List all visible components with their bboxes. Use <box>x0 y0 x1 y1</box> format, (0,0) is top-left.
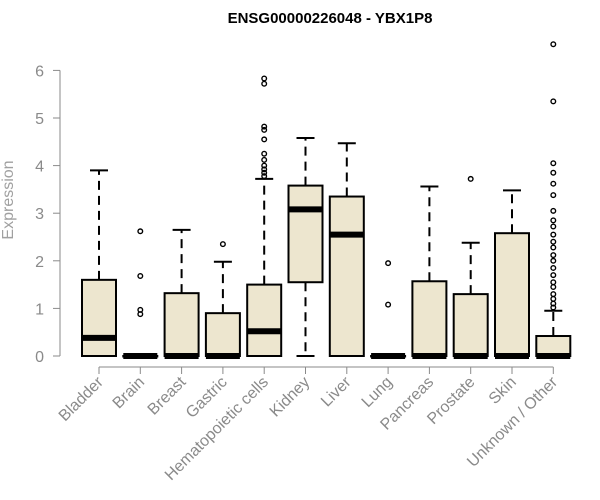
box-body <box>452 293 489 357</box>
outlier-point <box>261 173 268 180</box>
outlier-point <box>219 241 226 248</box>
outlier-point <box>261 123 268 130</box>
outlier-point <box>550 98 557 105</box>
box-skin <box>494 189 530 359</box>
outlier-point <box>261 75 268 82</box>
outlier-point <box>550 180 557 187</box>
outlier-point <box>550 231 557 238</box>
box-prostate <box>452 175 489 359</box>
box-body <box>81 278 117 357</box>
outlier-point <box>137 273 144 280</box>
box-unknown-other <box>535 41 572 359</box>
y-tick-label: 3 <box>35 206 44 223</box>
box-breast <box>163 228 200 359</box>
outlier-point <box>550 223 557 230</box>
x-tick-label: Bladder <box>56 373 107 424</box>
box-brain <box>122 228 159 359</box>
outlier-point <box>550 207 557 214</box>
box-gastric <box>204 241 241 359</box>
box-liver <box>328 142 365 357</box>
outlier-point <box>261 126 268 133</box>
x-tick-label: Liver <box>318 373 355 410</box>
y-axis: 0 1 2 3 4 5 6 <box>35 63 61 366</box>
outlier-point <box>550 41 557 48</box>
box-body <box>494 232 530 357</box>
outlier-point <box>550 169 557 176</box>
boxes-group <box>81 41 572 359</box>
outlier-point <box>261 169 268 176</box>
outlier-point <box>261 166 268 173</box>
y-tick-label: 5 <box>35 111 44 128</box>
box-pancreas <box>411 185 448 359</box>
box-body <box>328 195 365 357</box>
chart-title: ENSG00000226048 - YBX1P8 <box>228 10 433 27</box>
y-tick-label: 6 <box>35 63 44 80</box>
x-tick-label: Kidney <box>267 374 314 421</box>
y-tick-label: 2 <box>35 254 44 271</box>
box-body <box>246 283 283 358</box>
box-body <box>411 280 448 358</box>
box-kidney <box>287 136 324 357</box>
outlier-point <box>550 160 557 167</box>
x-tick-label: Brain <box>110 374 148 412</box>
outlier-point <box>467 175 474 182</box>
box-lung <box>370 260 407 359</box>
outlier-point <box>550 238 557 245</box>
outlier-point <box>261 162 268 169</box>
x-tick-label: Lung <box>359 374 396 411</box>
y-tick-label: 0 <box>35 349 44 366</box>
y-tick-label: 1 <box>35 301 44 318</box>
outlier-point <box>550 244 557 251</box>
x-tick-label: Breast <box>145 373 190 418</box>
outlier-point <box>550 264 557 271</box>
outlier-point <box>550 279 557 286</box>
y-tick-label: 4 <box>35 159 44 176</box>
outlier-point <box>550 295 557 302</box>
outlier-point <box>261 156 268 163</box>
outlier-point <box>550 304 557 311</box>
outlier-point <box>550 252 557 259</box>
box-body <box>204 312 241 358</box>
outlier-point <box>550 300 557 307</box>
outlier-point <box>550 217 557 224</box>
outlier-point <box>550 192 557 199</box>
outlier-point <box>550 291 557 298</box>
box-bladder <box>81 169 117 357</box>
outlier-point <box>550 272 557 279</box>
y-axis-label: Expression <box>0 160 17 239</box>
outlier-point <box>385 301 392 308</box>
outlier-point <box>137 306 144 313</box>
outlier-point <box>261 136 268 143</box>
outlier-point <box>261 80 268 87</box>
outlier-point <box>550 257 557 264</box>
box-body <box>287 184 324 284</box>
box-body <box>163 292 200 357</box>
outlier-point <box>550 283 557 290</box>
box-hematopoietic-cells <box>246 75 283 358</box>
outlier-point <box>137 228 144 235</box>
outlier-point <box>385 260 392 267</box>
outlier-point <box>261 150 268 157</box>
x-tick-label: Skin <box>486 374 520 408</box>
